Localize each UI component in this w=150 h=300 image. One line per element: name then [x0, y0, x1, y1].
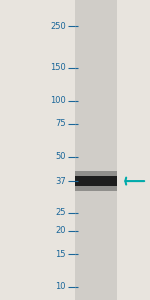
Text: 150: 150	[50, 63, 66, 72]
Text: 10: 10	[56, 283, 66, 292]
Bar	[75, 0, 117, 300]
Text: 15: 15	[56, 250, 66, 259]
Text: 20: 20	[56, 226, 66, 236]
Text: 250: 250	[50, 22, 66, 31]
Text: 25: 25	[56, 208, 66, 217]
Text: 100: 100	[50, 96, 66, 105]
Bar	[75, 171, 117, 191]
Bar	[75, 176, 117, 186]
Text: 75: 75	[55, 119, 66, 128]
Text: 37: 37	[55, 177, 66, 186]
Text: 50: 50	[56, 152, 66, 161]
